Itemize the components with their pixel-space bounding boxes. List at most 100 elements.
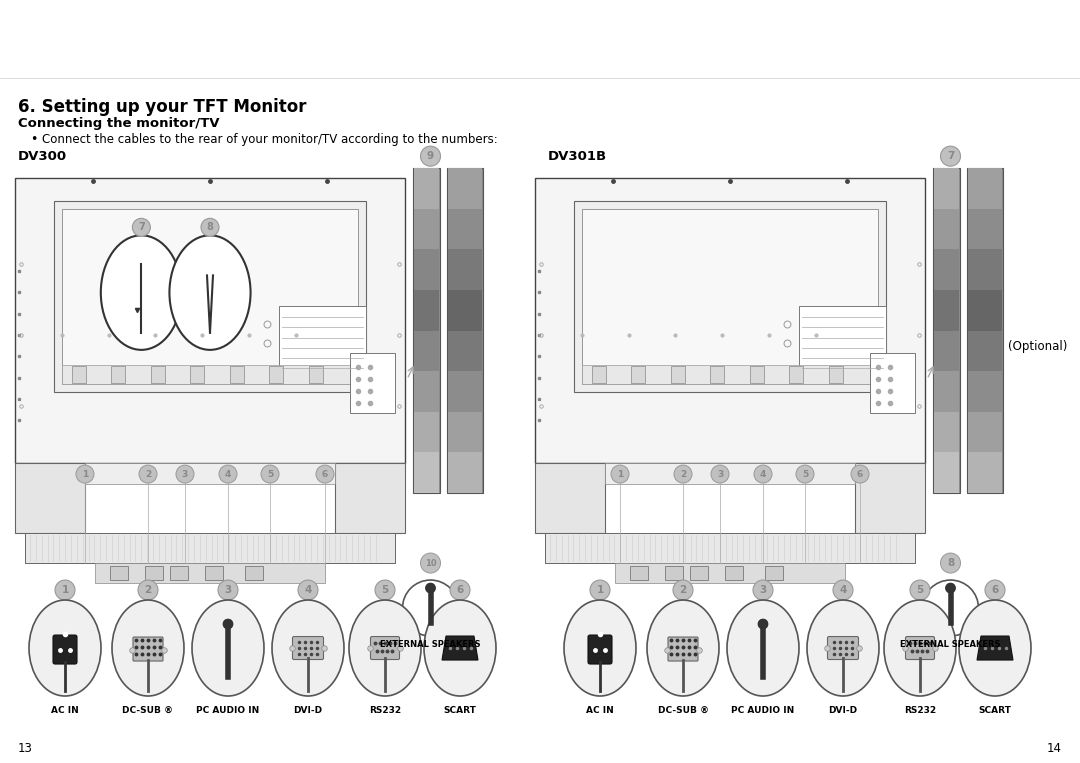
Polygon shape bbox=[442, 636, 478, 660]
Text: 6: 6 bbox=[991, 585, 999, 595]
Circle shape bbox=[298, 580, 318, 600]
Bar bbox=[414, 452, 438, 493]
FancyBboxPatch shape bbox=[370, 636, 400, 659]
Text: 10: 10 bbox=[424, 559, 436, 568]
Ellipse shape bbox=[727, 600, 799, 696]
Bar bbox=[573, 201, 886, 392]
Circle shape bbox=[590, 580, 610, 600]
Ellipse shape bbox=[272, 600, 345, 696]
Circle shape bbox=[222, 619, 233, 629]
Circle shape bbox=[261, 465, 279, 483]
Bar bbox=[545, 533, 915, 563]
Circle shape bbox=[674, 465, 692, 483]
Bar bbox=[110, 566, 129, 580]
Text: 2: 2 bbox=[145, 585, 151, 595]
Circle shape bbox=[76, 465, 94, 483]
Circle shape bbox=[420, 553, 441, 573]
Bar bbox=[447, 412, 482, 452]
Text: 1: 1 bbox=[82, 469, 89, 478]
Text: 8: 8 bbox=[947, 558, 954, 568]
Circle shape bbox=[201, 218, 219, 237]
Ellipse shape bbox=[885, 600, 956, 696]
Circle shape bbox=[851, 465, 869, 483]
Bar bbox=[582, 365, 878, 384]
Bar bbox=[854, 463, 924, 533]
Bar bbox=[592, 365, 606, 383]
Circle shape bbox=[316, 465, 334, 483]
Bar bbox=[615, 563, 845, 583]
Bar bbox=[230, 365, 244, 383]
Bar bbox=[414, 168, 438, 209]
FancyBboxPatch shape bbox=[905, 636, 934, 659]
Text: 2: 2 bbox=[680, 469, 686, 478]
Circle shape bbox=[133, 218, 150, 237]
Text: 6: 6 bbox=[856, 469, 863, 478]
Text: 4: 4 bbox=[225, 469, 231, 478]
Text: 9: 9 bbox=[427, 151, 434, 161]
Bar bbox=[15, 463, 85, 533]
Text: 14: 14 bbox=[1047, 742, 1062, 755]
Bar bbox=[414, 290, 438, 330]
Text: 13: 13 bbox=[18, 742, 32, 755]
Bar bbox=[62, 209, 357, 384]
Text: RS232: RS232 bbox=[904, 706, 936, 715]
Text: 6: 6 bbox=[322, 469, 328, 478]
FancyBboxPatch shape bbox=[53, 635, 77, 664]
Bar bbox=[151, 365, 165, 383]
Circle shape bbox=[833, 580, 853, 600]
Bar bbox=[765, 566, 783, 580]
Text: (Optional): (Optional) bbox=[1008, 340, 1067, 353]
Bar bbox=[269, 365, 283, 383]
Bar bbox=[934, 372, 959, 412]
Bar bbox=[750, 365, 764, 383]
Text: DC-SUB ®: DC-SUB ® bbox=[658, 706, 708, 715]
Circle shape bbox=[941, 553, 960, 573]
Circle shape bbox=[375, 580, 395, 600]
Bar bbox=[205, 566, 222, 580]
FancyBboxPatch shape bbox=[293, 636, 324, 659]
Bar bbox=[934, 330, 959, 372]
Bar bbox=[447, 209, 482, 250]
Polygon shape bbox=[977, 636, 1013, 660]
Text: DiamondDigital: DiamondDigital bbox=[68, 23, 286, 47]
Bar bbox=[447, 452, 482, 493]
Bar bbox=[968, 209, 1002, 250]
Text: 6. Setting up your TFT Monitor: 6. Setting up your TFT Monitor bbox=[18, 98, 307, 116]
Bar bbox=[967, 168, 1003, 493]
Bar bbox=[934, 168, 959, 209]
Circle shape bbox=[219, 465, 237, 483]
Bar bbox=[934, 290, 959, 330]
Text: 2: 2 bbox=[679, 585, 687, 595]
Circle shape bbox=[403, 580, 459, 636]
Text: 3: 3 bbox=[717, 469, 724, 478]
Bar bbox=[95, 563, 325, 583]
Bar bbox=[447, 330, 482, 372]
FancyBboxPatch shape bbox=[588, 635, 612, 664]
Text: •: • bbox=[30, 134, 38, 146]
Ellipse shape bbox=[424, 600, 496, 696]
Bar bbox=[934, 412, 959, 452]
Bar bbox=[828, 365, 842, 383]
Text: 4: 4 bbox=[760, 469, 766, 478]
Text: AC IN: AC IN bbox=[586, 706, 613, 715]
Circle shape bbox=[910, 580, 930, 600]
Bar bbox=[54, 201, 366, 392]
Circle shape bbox=[55, 580, 75, 600]
Ellipse shape bbox=[112, 600, 184, 696]
Text: DV301B: DV301B bbox=[548, 150, 607, 163]
Bar bbox=[870, 353, 915, 413]
Bar bbox=[447, 168, 483, 493]
Text: DC-SUB ®: DC-SUB ® bbox=[122, 706, 174, 715]
Bar bbox=[934, 209, 959, 250]
Bar bbox=[968, 168, 1002, 209]
Bar bbox=[535, 463, 605, 533]
Bar bbox=[582, 209, 878, 384]
Bar bbox=[933, 168, 960, 493]
Bar bbox=[15, 179, 405, 463]
Text: 8: 8 bbox=[206, 222, 214, 232]
Text: EXTERNAL SPEAKERS: EXTERNAL SPEAKERS bbox=[380, 640, 481, 649]
Ellipse shape bbox=[100, 235, 181, 350]
Circle shape bbox=[985, 580, 1005, 600]
Text: Connecting the monitor/TV: Connecting the monitor/TV bbox=[18, 118, 219, 130]
Circle shape bbox=[138, 580, 158, 600]
